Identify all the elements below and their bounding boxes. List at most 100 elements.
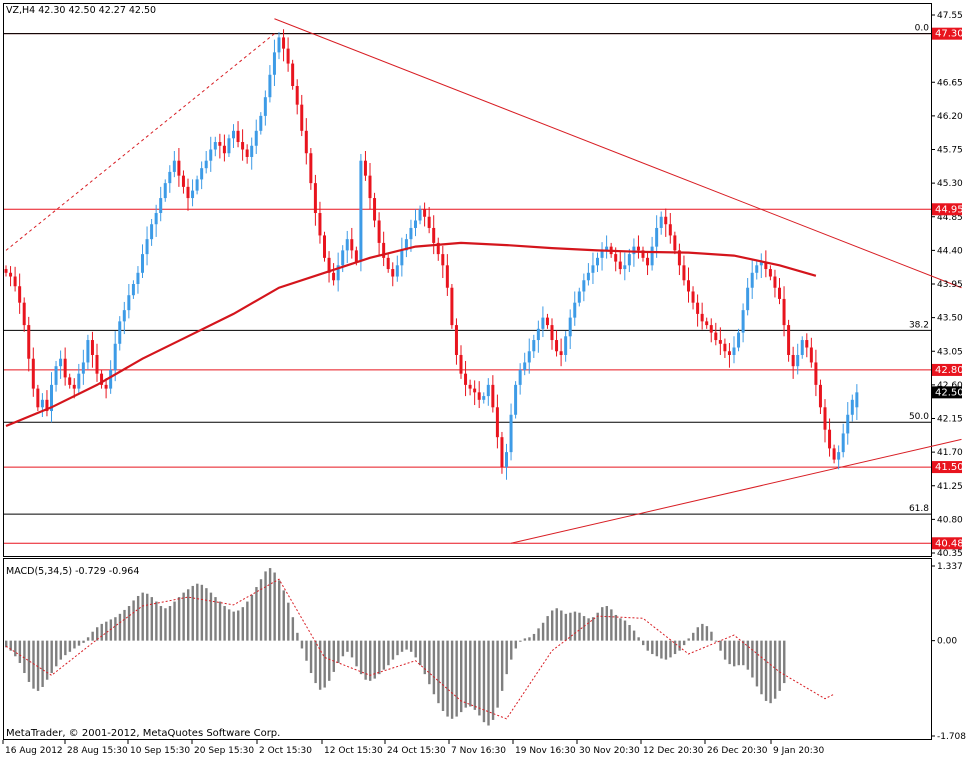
candle-body-143: [655, 227, 659, 247]
macd-bar-45: [209, 592, 213, 641]
candle-body-142: [650, 246, 654, 266]
candle-body-100: [459, 354, 463, 374]
price-box-label-2: 42.80: [935, 365, 964, 376]
macd-signal-line: [5, 578, 835, 720]
macd-bar-94: [432, 640, 436, 695]
macd-bar-3: [18, 640, 22, 663]
macd-bar-141: [646, 640, 649, 651]
candle-body-165: [755, 265, 759, 273]
macd-bar-167: [764, 640, 768, 701]
candle-body-115: [527, 351, 531, 363]
macd-bar-148: [678, 640, 681, 651]
price-box-label-4: 41.50: [935, 462, 964, 473]
macd-bar-75: [346, 640, 349, 652]
macd-bar-131: [601, 607, 604, 641]
candle-body-162: [741, 310, 745, 333]
macd-bar-51: [237, 610, 240, 641]
candle-body-10: [50, 384, 53, 412]
macd-bar-78: [359, 640, 363, 675]
candle-body-78: [359, 160, 363, 262]
macd-bar-31: [146, 593, 149, 641]
macd-bar-12: [59, 640, 62, 660]
candle-body-158: [723, 343, 727, 352]
macd-bar-124: [569, 612, 572, 641]
macd-bar-6: [32, 640, 35, 689]
candle-body-12: [59, 358, 63, 367]
fib-label-2: 50.0: [909, 412, 929, 422]
macd-bar-60: [278, 580, 281, 641]
candle-body-1: [9, 272, 13, 277]
macd-bar-67: [309, 640, 313, 674]
candle-body-141: [646, 257, 650, 266]
macd-bar-79: [364, 640, 367, 680]
candle-body-7: [36, 388, 40, 408]
macd-bar-54: [250, 594, 254, 641]
macd-bar-61: [282, 590, 285, 641]
candle-body-99: [454, 325, 458, 355]
macd-bar-28: [132, 600, 135, 641]
candle-body-61: [282, 37, 286, 49]
macd-bar-132: [605, 606, 608, 641]
macd-bar-153: [701, 623, 704, 641]
price-tick-label-0: 47.55: [937, 11, 963, 21]
price-tick-label-6: 44.85: [937, 213, 963, 223]
macd-bar-13: [64, 640, 67, 656]
candle-body-5: [27, 325, 31, 359]
macd-bar-146: [669, 640, 672, 658]
macd-bar-9: [45, 640, 49, 680]
candle-body-150: [687, 280, 690, 292]
macd-bar-41: [191, 585, 194, 641]
symbol-header: VZ,H4 42.30 42.50 42.27 42.50: [6, 5, 156, 16]
time-tick-label-8: 19 Nov 16:30: [515, 746, 576, 756]
macd-bar-139: [637, 637, 640, 641]
macd-bar-125: [573, 611, 577, 641]
macd-bar-48: [223, 606, 226, 641]
macd-bar-43: [200, 584, 204, 641]
time-tick-label-1: 28 Aug 15:30: [67, 746, 128, 756]
price-tick-label-8: 43.95: [937, 280, 963, 290]
candle-body-59: [272, 52, 276, 75]
candle-body-168: [768, 269, 772, 277]
candle-body-138: [632, 246, 636, 255]
macd-bar-157: [719, 640, 722, 651]
macd-bar-39: [182, 592, 185, 641]
candle-body-111: [509, 414, 513, 453]
macd-bar-7: [36, 640, 40, 691]
macd-bar-5: [27, 640, 31, 682]
macd-bar-57: [264, 571, 267, 641]
candle-body-76: [350, 239, 354, 251]
macd-panel-frame: [3, 558, 932, 740]
candle-body-24: [113, 343, 117, 370]
price-box-label-0: 47.30: [935, 29, 964, 40]
time-tick-label-11: 26 Dec 20:30: [707, 746, 768, 756]
candle-body-127: [582, 280, 586, 292]
macd-bar-134: [614, 614, 618, 641]
candle-body-31: [145, 239, 149, 255]
candle-body-17: [81, 362, 85, 374]
macd-bar-160: [733, 640, 736, 667]
candle-body-27: [127, 295, 131, 311]
time-tick-label-6: 24 Oct 15:30: [387, 746, 446, 756]
fib-label-3: 61.8: [909, 504, 929, 514]
candle-body-62: [286, 48, 290, 64]
candle-body-182: [832, 448, 836, 460]
macd-bar-72: [332, 640, 335, 672]
macd-bar-111: [510, 640, 513, 660]
macd-bar-74: [341, 640, 345, 657]
price-tick-label-13: 41.70: [937, 448, 963, 458]
price-tick-label-9: 43.50: [937, 314, 963, 324]
price-box-4: [932, 461, 962, 474]
candle-body-25: [118, 321, 122, 344]
axis-layer: 47.55 47.30 46.65 46.20 45.75 45.30 44.85 44.40…: [2, 11, 966, 756]
macd-bar-127: [582, 616, 586, 641]
candle-body-117: [536, 328, 540, 341]
candle-body-132: [605, 246, 609, 251]
candle-body-185: [846, 414, 850, 434]
macd-bar-143: [655, 640, 659, 657]
candle-body-160: [732, 347, 736, 355]
time-tick-label-10: 12 Dec 20:30: [643, 746, 704, 756]
macd-bar-133: [610, 609, 613, 641]
macd-bar-149: [682, 640, 686, 646]
